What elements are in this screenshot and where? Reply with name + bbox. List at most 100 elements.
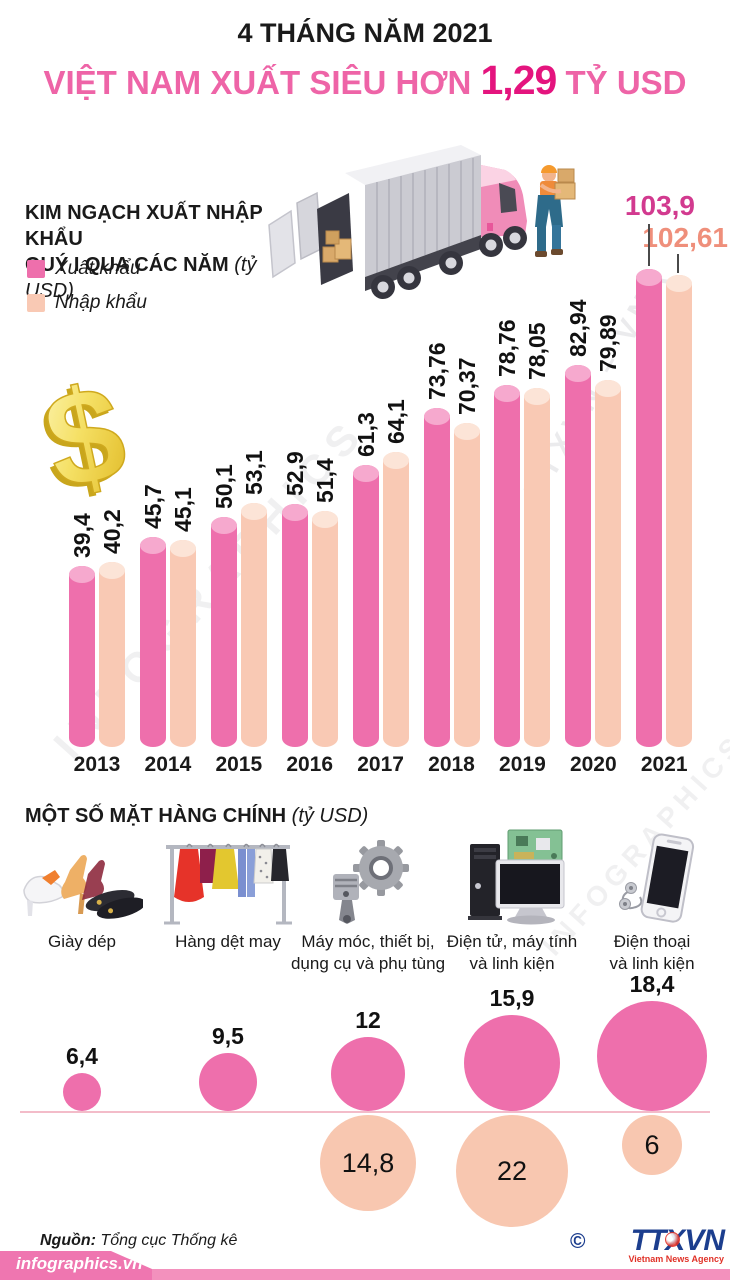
export-bubble-3	[464, 1015, 560, 1111]
import-bubble-3: 22	[456, 1115, 568, 1227]
bar-chart-heading-line1: KIM NGẠCH XUẤT NHẬP KHẨU	[25, 202, 263, 250]
bar-top-cap	[281, 503, 308, 521]
export-bar-2016	[281, 503, 308, 747]
products-heading: MỘT SỐ MẶT HÀNG CHÍNH (tỷ USD)	[25, 803, 425, 829]
export-bar-2015	[210, 516, 237, 747]
machinery-icon	[323, 838, 415, 926]
bar-top-cap	[453, 423, 480, 441]
year-label-2014: 2014	[144, 753, 192, 776]
copyright-icon: ©	[570, 1230, 586, 1253]
legend-export-label: Xuất khẩu	[55, 258, 141, 279]
export-bar-2021	[636, 269, 663, 747]
bar-top-cap	[666, 274, 693, 292]
import-swatch	[27, 294, 45, 312]
export-bubble-2	[331, 1037, 405, 1111]
bottom-strip	[0, 1269, 730, 1280]
export-bubble-1	[199, 1053, 257, 1111]
export-bubble-0	[63, 1073, 101, 1111]
bar-top-cap	[210, 516, 237, 534]
year-label-2017: 2017	[357, 753, 404, 776]
export-bubble-value-3: 15,9	[489, 985, 535, 1011]
import-bubble-2: 14,8	[320, 1115, 416, 1211]
globe-icon	[665, 1232, 680, 1247]
import-leader-line	[677, 254, 679, 273]
page-title-value: 1,29	[480, 57, 558, 103]
export-bar-2019	[494, 384, 521, 747]
year-label-2018: 2018	[428, 753, 475, 776]
bar-top-cap	[382, 452, 409, 470]
bar-top-cap	[311, 510, 338, 528]
bar-chart-heading: KIM NGẠCH XUẤT NHẬP KHẨU QUÝ I QUA CÁC N…	[25, 200, 305, 304]
header: 4 THÁNG NĂM 2021 VIỆT NAM XUẤT SIÊU HƠN …	[0, 18, 730, 104]
year-label-2016: 2016	[286, 753, 334, 776]
export-bar-2014	[139, 536, 166, 747]
legend-import-label: Nhập khẩu	[55, 292, 147, 313]
source-note: Nguồn: Tổng cục Thống kê	[40, 1232, 237, 1250]
computer-icon	[450, 828, 572, 926]
product-label-electronics: Điện tử, máy tính và linh kiện	[446, 932, 578, 974]
export-bubble-value-0: 6,4	[66, 1043, 98, 1069]
import-bar-2020	[595, 379, 622, 747]
export-bubble-value-4: 18,4	[629, 971, 675, 997]
page-title-suffix: TỶ USD	[565, 64, 687, 101]
export-bubble-value-1: 9,5	[212, 1023, 244, 1049]
export-swatch	[27, 260, 45, 278]
bar-top-cap	[524, 387, 551, 405]
site-name: infographics.vn	[16, 1254, 143, 1273]
bar-top-cap	[423, 407, 450, 425]
bar-top-cap	[636, 269, 663, 287]
year-label-2019: 2019	[499, 753, 546, 776]
page-title: VIỆT NAM XUẤT SIÊU HƠN 1,29 TỶ USD	[0, 57, 730, 104]
bar-top-cap	[169, 539, 196, 557]
year-label-2013: 2013	[73, 753, 121, 776]
worker-figure	[535, 165, 576, 257]
source-label: Nguồn:	[40, 1232, 96, 1249]
export-bar-2018	[423, 407, 450, 747]
legend-item-import: Nhập khẩu	[27, 292, 147, 314]
product-label-shoes: Giày dép	[47, 932, 117, 951]
import-bar-2015	[240, 502, 267, 747]
legend-item-export: Xuất khẩu	[27, 258, 141, 280]
product-label-phones: Điện thoại và linh kiện	[609, 932, 695, 974]
bar-top-cap	[99, 562, 125, 580]
import-bar-2014	[169, 539, 196, 747]
bar-top-cap	[494, 384, 521, 402]
bar-top-cap	[69, 565, 95, 583]
import-bar-2017	[382, 452, 409, 747]
export-bar-2020	[565, 365, 592, 747]
bar-chart-heading-line2: QUÝ I QUA CÁC NĂM	[25, 254, 229, 276]
bar-top-cap	[240, 502, 267, 520]
shoes-icon	[18, 848, 146, 926]
page-subtitle: 4 THÁNG NĂM 2021	[237, 18, 493, 48]
import-value-2021: 102,61	[642, 222, 728, 253]
export-leader-line	[648, 224, 650, 266]
bar-top-cap	[595, 379, 622, 397]
bar-top-cap	[565, 365, 592, 383]
export-value-2021: 103,9	[624, 190, 695, 221]
site-banner: infographics.vn	[0, 1251, 152, 1280]
phone-icon	[605, 832, 701, 926]
export-bar-2017	[352, 465, 379, 747]
export-bar-2013	[69, 565, 95, 747]
page-title-prefix: VIỆT NAM XUẤT SIÊU HƠN	[43, 64, 472, 101]
bubble-baseline	[20, 1111, 710, 1113]
agency-abbr: TTXVN	[574, 1226, 725, 1256]
year-label-2021: 2021	[640, 753, 688, 776]
dollar-icon: $ $	[16, 355, 151, 523]
import-bar-2018	[453, 423, 480, 747]
import-bubble-4: 6	[622, 1115, 682, 1175]
source-value: Tổng cục Thống kê	[95, 1232, 238, 1249]
product-label-textiles: Hàng dệt may	[175, 932, 281, 951]
year-label-2020: 2020	[569, 753, 617, 776]
bar-top-cap	[352, 465, 379, 483]
products-heading-unit: (tỷ USD)	[291, 805, 369, 827]
export-bubble-4	[597, 1001, 707, 1111]
truck-illustration	[265, 135, 585, 325]
import-bar-2016	[311, 510, 338, 747]
import-bar-2019	[524, 387, 551, 747]
ttxvn-logo: © TTXVN Vietnam News Agency	[570, 1226, 725, 1265]
bar-top-cap	[139, 536, 166, 554]
